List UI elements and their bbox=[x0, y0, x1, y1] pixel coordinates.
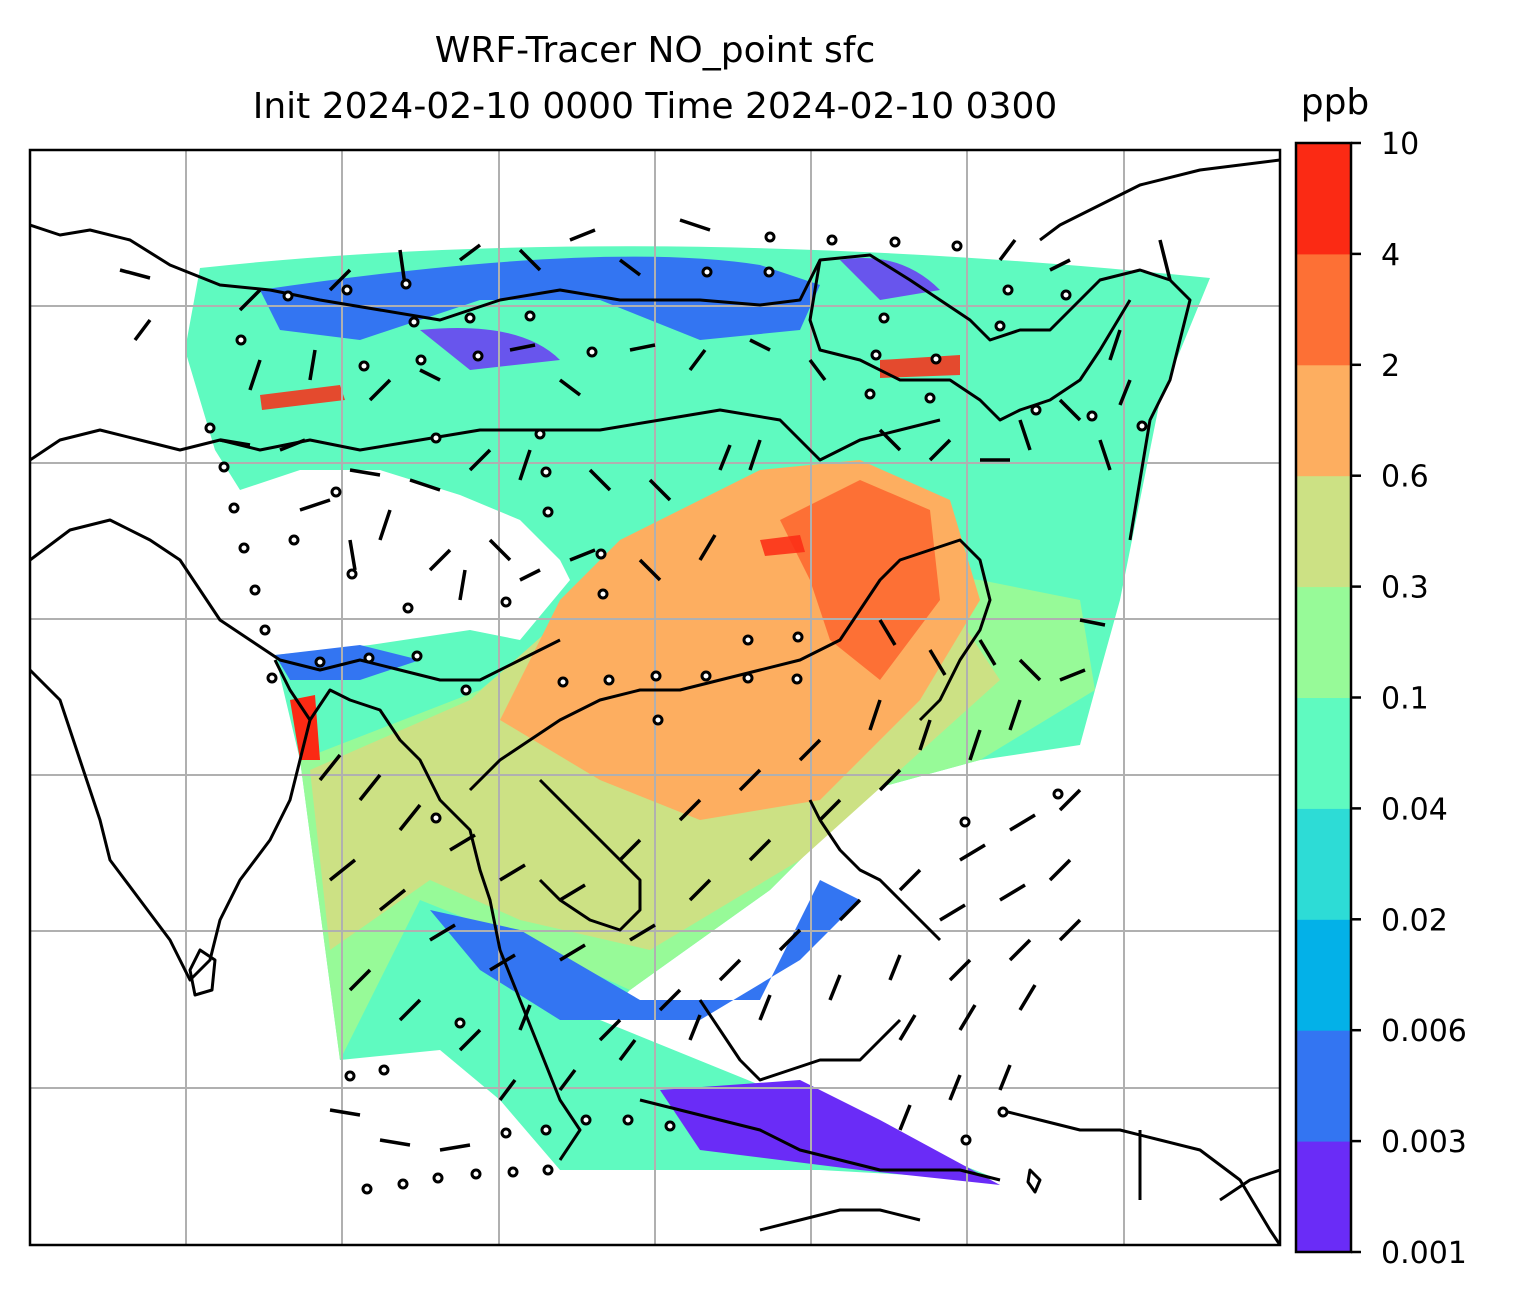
colorbar-segment bbox=[1296, 475, 1351, 588]
colorbar-segment bbox=[1296, 808, 1351, 920]
colorbar-segment bbox=[1296, 253, 1351, 366]
colorbar-tick-label: 0.003 bbox=[1381, 1125, 1467, 1160]
calm-wind-markers bbox=[204, 231, 1148, 1195]
field-layer-blue-north-2 bbox=[420, 258, 940, 370]
tracer-field bbox=[185, 246, 1210, 1185]
colorbar-tick-label: 0.02 bbox=[1381, 903, 1448, 938]
colorbar: 0.001 0.003 0.006 0.02 0.04 0.1 0.3 0.6 2 4 10 bbox=[1294, 127, 1467, 1271]
colorbar-unit: ppb bbox=[1300, 82, 1370, 123]
map-area bbox=[30, 150, 1280, 1245]
map-subtitle: Init 2024-02-10 0000 Time 2024-02-10 030… bbox=[252, 86, 1058, 127]
colorbar-tick-label: 0.3 bbox=[1381, 571, 1429, 606]
map-frame bbox=[28, 148, 1282, 1247]
map-title: WRF-Tracer NO_point sfc bbox=[434, 30, 876, 71]
coastlines bbox=[30, 158, 1280, 1245]
colorbar-tick-label: 0.6 bbox=[1381, 460, 1429, 495]
colorbar-tick-label: 0.1 bbox=[1381, 682, 1429, 717]
colorbar-tick-label: 0.04 bbox=[1381, 792, 1448, 827]
colorbar-tick-label: 2 bbox=[1381, 349, 1400, 384]
field-layer-blue-north bbox=[260, 256, 820, 340]
colorbar-segment bbox=[1296, 1030, 1351, 1142]
field-layer-blue-java bbox=[660, 1080, 1000, 1185]
colorbar-tick-label: 0.006 bbox=[1381, 1014, 1467, 1049]
field-layer-red-patch bbox=[290, 695, 320, 760]
field-layer-blue-south bbox=[430, 880, 860, 1020]
colorbar-segment bbox=[1296, 697, 1351, 809]
colorbar-segment bbox=[1296, 919, 1351, 1031]
wind-barbs bbox=[119, 218, 1172, 1152]
colorbar-tick-label: 10 bbox=[1381, 127, 1419, 162]
colorbar-segment bbox=[1296, 1141, 1351, 1253]
graticule bbox=[30, 150, 1280, 1245]
colorbar-segment bbox=[1296, 364, 1351, 477]
colorbar-tick-label: 4 bbox=[1381, 238, 1400, 273]
colorbar-tick-label: 0.001 bbox=[1381, 1236, 1467, 1271]
field-layer-darkorange bbox=[780, 480, 940, 680]
colorbar-segment bbox=[1296, 586, 1351, 698]
colorbar-segment bbox=[1296, 143, 1351, 255]
